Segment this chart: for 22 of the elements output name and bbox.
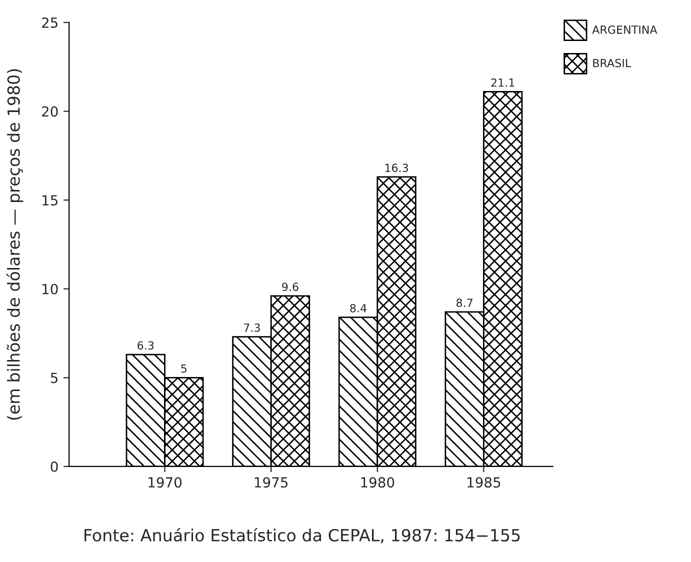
data-label: 16.3: [385, 164, 408, 172]
y-tick-label: 10: [42, 284, 58, 294]
data-label: 6.3: [138, 341, 154, 350]
data-label: 8.4: [350, 304, 366, 312]
data-label: 5: [181, 364, 186, 373]
y-tick-label: 0: [50, 461, 58, 472]
legend-label: BRASIL: [593, 58, 632, 68]
x-tick-label: 1980: [361, 477, 394, 488]
y-tick-label: 25: [42, 17, 58, 28]
x-tick-label: 1975: [254, 477, 288, 488]
y-tick-label: 20: [42, 106, 58, 117]
y-axis-title: (em bilhões de dólares — preços de 1980): [6, 69, 24, 420]
y-tick-label: 5: [50, 372, 58, 384]
data-label: 21.1: [491, 78, 514, 87]
legend-label: ARGENTINA: [592, 25, 658, 34]
data-label: 8.7: [456, 298, 472, 308]
x-tick-label: 1985: [468, 477, 500, 488]
x-tick-label: 1970: [148, 477, 182, 488]
source-note: Fonte: Anuário Estatístico da CEPAL, 1987: 154−155: [84, 528, 520, 544]
data-label: 9.6: [282, 282, 298, 292]
y-tick-label: 15: [42, 195, 58, 206]
data-label: 7.3: [244, 323, 260, 332]
